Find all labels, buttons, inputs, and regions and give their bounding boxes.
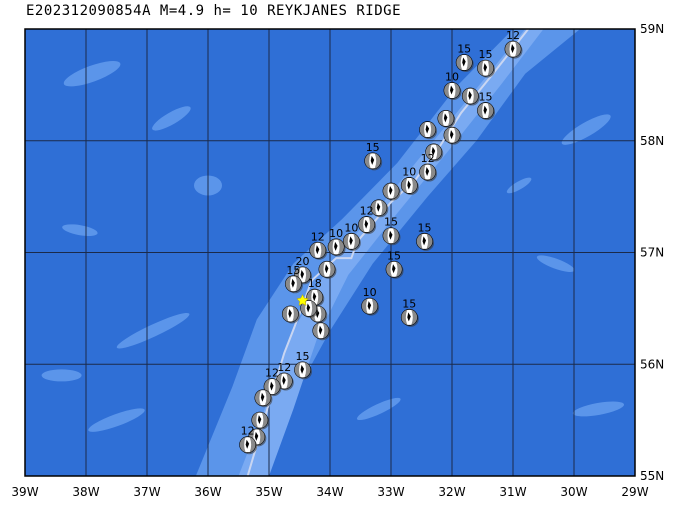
- seamount-area: [116, 312, 190, 349]
- latitude-tick-label: 55N: [640, 469, 664, 483]
- depth-label: 15: [387, 249, 401, 262]
- seamount-area: [572, 401, 625, 417]
- depth-label: 10: [344, 221, 358, 234]
- focal-mechanism: [382, 182, 401, 201]
- longitude-tick-labels: 39W 38W 37W 36W 35W 34W 33W 32W 31W 30W 29W: [11, 485, 648, 499]
- latitude-tick-label: 58N: [640, 134, 664, 148]
- longitude-tick-label: 34W: [316, 485, 343, 499]
- focal-mechanism: [443, 126, 462, 145]
- focal-mechanism: 15: [385, 249, 404, 279]
- focal-mechanism: [251, 411, 270, 430]
- focal-mechanism: 12: [358, 205, 377, 235]
- focal-mechanism: 12: [239, 425, 258, 455]
- seamount-area: [88, 408, 145, 432]
- depth-label: 12: [360, 205, 374, 218]
- longitude-tick-label: 30W: [560, 485, 587, 499]
- seamount-area: [356, 397, 401, 421]
- depth-label: 12: [311, 230, 325, 243]
- depth-label: 15: [418, 221, 432, 234]
- event-marker: [296, 293, 309, 306]
- depth-label: 10: [402, 165, 416, 178]
- depth-label: 15: [384, 216, 398, 229]
- focal-mechanism: [419, 121, 438, 140]
- focal-mechanism: [425, 143, 444, 162]
- depth-label: 12: [265, 367, 279, 380]
- epicenter-star-icon: [296, 293, 309, 306]
- depth-label: 10: [363, 286, 377, 299]
- depth-label: 12: [241, 425, 255, 438]
- longitude-tick-label: 35W: [255, 485, 282, 499]
- longitude-tick-label: 36W: [194, 485, 221, 499]
- focal-mechanism: [254, 389, 273, 408]
- focal-mechanism: 10: [361, 286, 380, 316]
- depth-label: 12: [421, 152, 435, 165]
- seamount-area: [63, 60, 121, 87]
- focal-mechanism: 12: [504, 29, 523, 59]
- longitude-tick-label: 33W: [377, 485, 404, 499]
- focal-mechanism: 15: [294, 350, 313, 380]
- longitude-tick-label: 31W: [499, 485, 526, 499]
- depth-label: 15: [402, 297, 416, 310]
- seamount-area: [536, 255, 575, 272]
- focal-mechanism: 15: [382, 216, 401, 246]
- focal-mechanism: 15: [477, 48, 496, 78]
- longitude-tick-label: 37W: [133, 485, 160, 499]
- longitude-tick-label: 29W: [621, 485, 648, 499]
- focal-mechanism: [281, 305, 300, 324]
- latitude-tick-label: 57N: [640, 246, 664, 260]
- map-title: E202312090854A M=4.9 h= 10 REYKJANES RID…: [26, 3, 402, 19]
- depth-label: 15: [479, 91, 493, 104]
- seamount-area: [62, 224, 98, 236]
- focal-mechanism: 12: [275, 361, 294, 391]
- latitude-tick-labels: 59N 58N 57N 56N 55N: [640, 22, 664, 483]
- focal-mechanism: [461, 87, 480, 106]
- focal-mechanism: 10: [443, 70, 462, 100]
- focal-mechanism: 15: [477, 91, 496, 121]
- focal-mechanism: 12: [309, 230, 328, 260]
- focal-mechanism: 15: [364, 141, 383, 171]
- depth-label: 12: [277, 361, 291, 374]
- focal-mechanism: 10: [400, 165, 419, 195]
- focal-mechanism: 15: [416, 221, 435, 251]
- depth-label: 15: [286, 264, 300, 277]
- focal-mechanism: [437, 110, 456, 128]
- longitude-tick-label: 32W: [438, 485, 465, 499]
- grid-lines: [25, 29, 635, 476]
- latitude-tick-label: 56N: [640, 357, 664, 371]
- depth-label: 15: [296, 350, 310, 363]
- focal-mechanism: [318, 260, 337, 279]
- seamount-area: [41, 369, 82, 382]
- depth-label: 18: [308, 277, 322, 290]
- latitude-tick-label: 59N: [640, 22, 664, 36]
- longitude-tick-label: 38W: [72, 485, 99, 499]
- depth-label: 15: [479, 48, 493, 61]
- focal-mechanism: 10: [327, 227, 346, 257]
- seamount-area: [152, 106, 191, 131]
- focal-mechanism: 10: [342, 221, 361, 251]
- depth-label: 15: [457, 43, 471, 56]
- focal-mechanism: 15: [284, 264, 303, 294]
- focal-mechanism: 12: [419, 152, 438, 182]
- depth-label: 20: [296, 255, 310, 268]
- depth-label: 10: [329, 227, 343, 240]
- map-border: [24, 28, 636, 477]
- focal-mechanism: [370, 199, 389, 218]
- longitude-tick-label: 39W: [11, 485, 38, 499]
- depth-label: 15: [366, 141, 380, 154]
- focal-mechanism: 15: [455, 43, 474, 73]
- depth-label: 10: [445, 70, 459, 83]
- focal-mechanism: [312, 322, 331, 341]
- focal-mechanism: 15: [400, 297, 419, 327]
- depth-label: 12: [506, 29, 520, 42]
